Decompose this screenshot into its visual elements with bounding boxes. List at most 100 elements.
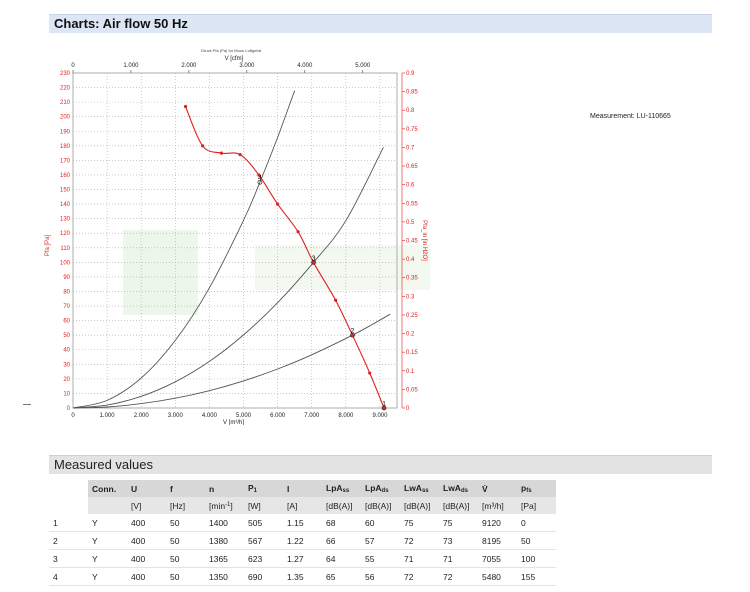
- cell-lpads: 55: [361, 549, 400, 568]
- y-tick-label: 20: [63, 377, 70, 383]
- cell-f: 50: [166, 531, 205, 550]
- cell-flow: 9120: [478, 514, 517, 532]
- top-tick-label: 2.000: [181, 63, 197, 69]
- cell-pfs: 0: [517, 514, 556, 532]
- series-point: [238, 152, 242, 157]
- cell-n: 1400: [205, 514, 244, 532]
- unit-cell-n: [min-1]: [205, 497, 244, 514]
- unit-cell-i: [A]: [283, 497, 322, 514]
- unit-cell-lwass: [dB(A)]: [400, 497, 439, 514]
- right-tick-label: 0.8: [406, 108, 415, 114]
- cell-flow: 5480: [478, 567, 517, 586]
- cell-i: 1.27: [283, 549, 322, 568]
- cell-i: 1.35: [283, 567, 322, 586]
- right-axis-label: Pfa_in [in H2O]: [421, 220, 427, 261]
- cell-lwass: 72: [400, 531, 439, 550]
- cell-u: 400: [127, 549, 166, 568]
- unit-cell-flow: [m³/h]: [478, 497, 517, 514]
- y-tick-label: 120: [60, 231, 71, 237]
- table-row: 1 Y 400 50 1400 505 1.15 68 60 75 75 912…: [49, 514, 556, 532]
- cell-p1: 623: [244, 549, 283, 568]
- header-cell-i: I: [283, 480, 322, 497]
- cell-pfs: 155: [517, 567, 556, 586]
- table-row: 2 Y 400 50 1380 567 1.22 66 57 72 73 819…: [49, 531, 556, 550]
- y-tick-label: 90: [63, 275, 70, 281]
- operating-point-label: 3: [312, 255, 316, 262]
- y-tick-label: 30: [63, 362, 70, 368]
- y-tick-label: 10: [63, 391, 70, 397]
- unit-cell-lpass: [dB(A)]: [322, 497, 361, 514]
- cell-conn: Y: [88, 549, 127, 568]
- header-cell-lpass: LpAss: [322, 480, 361, 497]
- series-point: [382, 406, 386, 410]
- cell-f: 50: [166, 567, 205, 586]
- cell-lwass: 75: [400, 514, 439, 532]
- cell-n: 1380: [205, 531, 244, 550]
- x-tick-label: 6.000: [270, 413, 286, 419]
- charts-header: Charts: Air flow 50 Hz: [49, 14, 712, 33]
- y-tick-label: 100: [60, 260, 71, 266]
- operating-point-2: [350, 332, 355, 338]
- cell-lpass: 68: [322, 514, 361, 532]
- y-tick-label: 140: [60, 202, 71, 208]
- y-tick-label: 110: [60, 246, 70, 252]
- system-curve-4: [72, 90, 296, 409]
- cell-p1: 505: [244, 514, 283, 532]
- unit-cell-lpads: [dB(A)]: [361, 497, 400, 514]
- series-point: [368, 371, 372, 375]
- right-tick-label: 0.35: [406, 276, 418, 282]
- operating-point-label: 2: [351, 328, 355, 335]
- unit-cell-pfs: [Pa]: [517, 497, 556, 514]
- series-point: [257, 173, 261, 177]
- cell-conn: Y: [88, 531, 127, 550]
- cell-index: 1: [49, 514, 88, 532]
- header-cell-flow: V̇: [478, 480, 517, 497]
- x-tick-label: 7.000: [304, 413, 320, 419]
- operating-point-4: [257, 179, 263, 185]
- right-tick-label: 0.75: [406, 127, 418, 133]
- cell-i: 1.22: [283, 531, 322, 550]
- measured-values-table: Conn. U f n P1 I LpAss LpAds LwAss LwAds…: [49, 480, 556, 586]
- y-tick-label: 160: [60, 173, 71, 179]
- cell-f: 50: [166, 514, 205, 532]
- right-tick-label: 0.05: [406, 387, 418, 393]
- cell-pfs: 100: [517, 549, 556, 568]
- right-tick-label: 0.5: [406, 220, 415, 226]
- y-tick-label: 190: [60, 129, 71, 135]
- operating-point-label: 4: [258, 175, 262, 182]
- cell-lwads: 75: [439, 514, 478, 532]
- cell-lpass: 64: [322, 549, 361, 568]
- series-point: [311, 260, 316, 264]
- watermark-band: [255, 245, 430, 290]
- x-tick-label: 0: [71, 413, 75, 419]
- top-tick-label: 0: [71, 63, 75, 69]
- cell-flow: 7055: [478, 549, 517, 568]
- right-tick-label: 0.85: [406, 90, 418, 96]
- plot-frame: [72, 72, 398, 409]
- unit-cell-f: [Hz]: [166, 497, 205, 514]
- y-tick-label: 0: [67, 406, 71, 412]
- cell-lwads: 72: [439, 567, 478, 586]
- y-tick-label: 200: [60, 115, 71, 121]
- cell-lwads: 71: [439, 549, 478, 568]
- header-cell-index: [49, 480, 88, 497]
- cell-n: 1365: [205, 549, 244, 568]
- series-point: [296, 230, 300, 234]
- y-tick-label: 180: [60, 144, 71, 150]
- header-cell-p1: P1: [244, 480, 283, 497]
- cell-lpads: 60: [361, 514, 400, 532]
- header-cell-lpads: LpAds: [361, 480, 400, 497]
- y-tick-label: 80: [63, 289, 70, 295]
- header-cell-lwass: LwAss: [400, 480, 439, 497]
- system-curve-3: [72, 147, 384, 409]
- top-tick-label: 5.000: [355, 63, 371, 69]
- top-tick-label: 1.000: [123, 63, 139, 69]
- y-tick-label: 50: [63, 333, 70, 339]
- chart-subtitle: Druck Pfa (Pa) for Moon Luftgebä: [201, 48, 262, 53]
- cell-n: 1350: [205, 567, 244, 586]
- unit-cell-index: [49, 497, 88, 514]
- x-tick-label: 2.000: [134, 413, 150, 419]
- operating-point-1: [381, 405, 387, 411]
- measured-values-title: Measured values: [54, 457, 153, 472]
- header-cell-f: f: [166, 480, 205, 497]
